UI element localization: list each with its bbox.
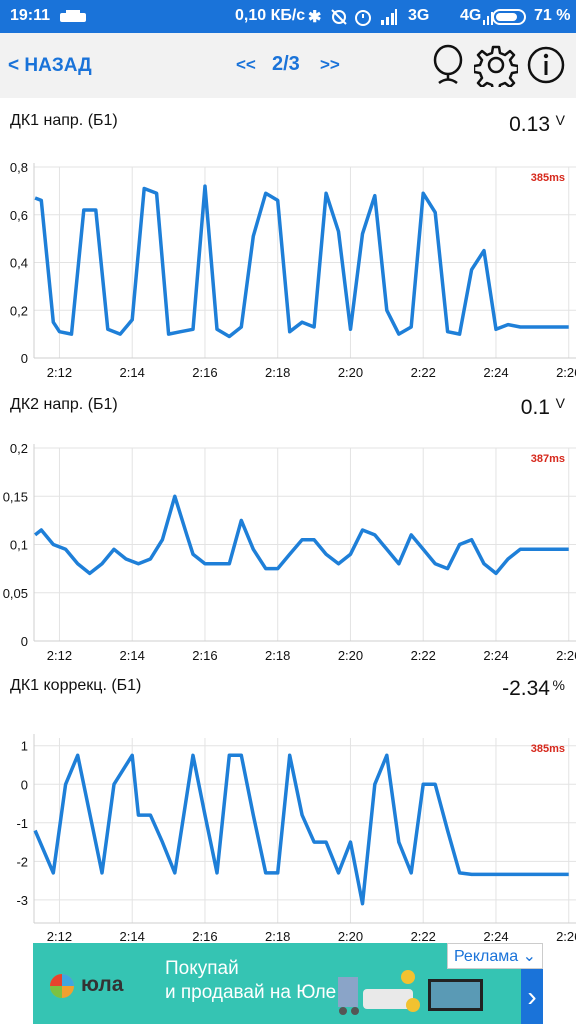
x-tick-label: 2:20	[338, 365, 363, 380]
x-tick-label: 2:20	[338, 648, 363, 663]
x-tick-label: 2:18	[265, 648, 290, 663]
x-tick-label: 2:16	[192, 648, 217, 663]
panel-fuel-trim: ДК1 коррекц. (Б1) -2.34 % -3 -2 -1 0 1 2:12 2:…	[0, 668, 576, 943]
y-tick-label: 0	[21, 351, 28, 366]
ad-text: Покупай и продавай на Юле	[165, 957, 336, 1005]
x-tick-label: 2:26	[556, 648, 576, 663]
y-tick-label: 0,05	[3, 586, 28, 601]
back-button[interactable]: < НАЗАД	[8, 55, 92, 76]
panel-title: ДК2 напр. (Б1)	[10, 396, 118, 413]
y-tick-label: 0,1	[10, 538, 28, 553]
series-line	[34, 184, 569, 339]
info-icon[interactable]	[524, 43, 568, 87]
x-tick-label: 2:12	[47, 648, 72, 663]
ad-goods-image	[338, 970, 483, 1015]
ad-label[interactable]: Реклама ⌄	[446, 943, 543, 969]
y-tick-label: -2	[16, 854, 28, 869]
y-tick-label: -3	[16, 893, 28, 908]
panel-unit: V	[555, 112, 565, 128]
x-tick-label: 2:16	[192, 929, 217, 943]
panel-unit: V	[555, 395, 565, 411]
status-bar: 19:11 0,10 КБ/с ✱ 3G 4G 71 %	[0, 0, 576, 33]
x-tick-label: 2:12	[47, 365, 72, 380]
ad-banner[interactable]: юла Покупай и продавай на Юле Реклама ⌄ …	[33, 943, 543, 1024]
y-tick-label: 1	[21, 739, 28, 754]
y-tick-label: 0,15	[3, 489, 28, 504]
battery-level: 71 %	[534, 7, 571, 24]
x-tick-label: 2:24	[483, 365, 508, 380]
y-tick-label: 0,2	[10, 303, 28, 318]
y-tick-label: 0	[21, 777, 28, 792]
signal-4g-icon	[483, 12, 493, 25]
panel-value: 0.13	[509, 113, 550, 136]
chart-o2-sensor1-fuel-trim: -3 -2 -1 0 1 2:12 2:14 2:16 2:18 2:20 2:22 2:24 2:26…	[16, 734, 576, 943]
ad-next-button[interactable]: ›	[521, 969, 543, 1024]
panel-title: ДК1 коррекц. (Б1)	[10, 677, 142, 694]
y-tick-label: 0,8	[10, 160, 28, 175]
bluetooth-icon: ✱	[308, 9, 322, 26]
chart-o2-sensor2-voltage: 0 0,05 0,1 0,15 0,2 2:12 2:14 2:16 2:18 2:20 2:22 2…	[3, 441, 576, 663]
x-tick-label: 2:14	[120, 929, 145, 943]
x-tick-label: 2:18	[265, 929, 290, 943]
x-tick-label: 2:16	[192, 365, 217, 380]
alarm-icon	[355, 10, 371, 26]
chevron-down-icon: ⌄	[522, 948, 536, 965]
x-tick-label: 2:26	[556, 365, 576, 380]
yula-logo-icon	[50, 974, 74, 998]
status-time: 19:11	[10, 7, 51, 24]
panel-o2-sensor2: ДК2 напр. (Б1) 0.1 V 0 0,05 0,1 0,15 0,2 2:12…	[0, 386, 576, 668]
mirror-icon[interactable]	[426, 43, 470, 87]
panel-value: 0.1	[520, 396, 550, 419]
network-4g: 4G	[460, 7, 482, 24]
prev-page-button[interactable]: <<	[236, 55, 256, 74]
x-tick-label: 2:20	[338, 929, 363, 943]
chart-o2-sensor1-voltage: 0 0,2 0,4 0,6 0,8 2:12 2:14 2:16 2:18 2:20 2:22 2:2…	[10, 160, 576, 380]
ad-text-line2: и продавай на Юле	[165, 982, 337, 1003]
y-tick-label: 0	[21, 634, 28, 649]
latency-label: 387ms	[531, 453, 565, 465]
ad-brand: юла	[81, 973, 124, 996]
x-tick-label: 2:22	[411, 365, 436, 380]
panel-unit: %	[552, 677, 565, 693]
signal-icon	[381, 9, 397, 25]
latency-label: 385ms	[531, 172, 565, 184]
page-indicator: 2/3	[272, 53, 300, 75]
app-toolbar: < НАЗАД << 2/3 >>	[0, 33, 576, 98]
y-tick-label: 0,6	[10, 208, 28, 223]
series-line	[34, 494, 569, 576]
latency-label: 385ms	[531, 743, 565, 755]
x-tick-label: 2:14	[120, 648, 145, 663]
x-tick-label: 2:24	[483, 929, 508, 943]
mute-icon	[331, 9, 347, 25]
x-tick-label: 2:14	[120, 365, 145, 380]
x-tick-label: 2:18	[265, 365, 290, 380]
battery-icon	[492, 9, 526, 25]
x-tick-label: 2:22	[411, 648, 436, 663]
panel-title: ДК1 напр. (Б1)	[10, 112, 118, 129]
series-line	[33, 753, 569, 906]
ad-text-line1: Покупай	[165, 958, 239, 979]
car-icon	[60, 10, 86, 22]
ad-label-text: Реклама	[453, 948, 519, 965]
x-tick-label: 2:24	[483, 648, 508, 663]
x-tick-label: 2:12	[47, 929, 72, 943]
x-tick-label: 2:22	[411, 929, 436, 943]
gear-icon[interactable]	[474, 43, 518, 87]
y-tick-label: -1	[16, 816, 28, 831]
next-page-button[interactable]: >>	[320, 55, 340, 74]
y-tick-label: 0,2	[10, 441, 28, 456]
network-3g: 3G	[408, 7, 430, 24]
network-speed: 0,10 КБ/с	[235, 7, 306, 24]
panel-o2-sensor1: ДК1 напр. (Б1) 0.13 V 0 0,2 0,4 0,6 0,8 2:12 2…	[0, 98, 576, 386]
panel-value: -2.34	[502, 677, 550, 700]
x-tick-label: 2:26	[556, 929, 576, 943]
y-tick-label: 0,4	[10, 256, 28, 271]
